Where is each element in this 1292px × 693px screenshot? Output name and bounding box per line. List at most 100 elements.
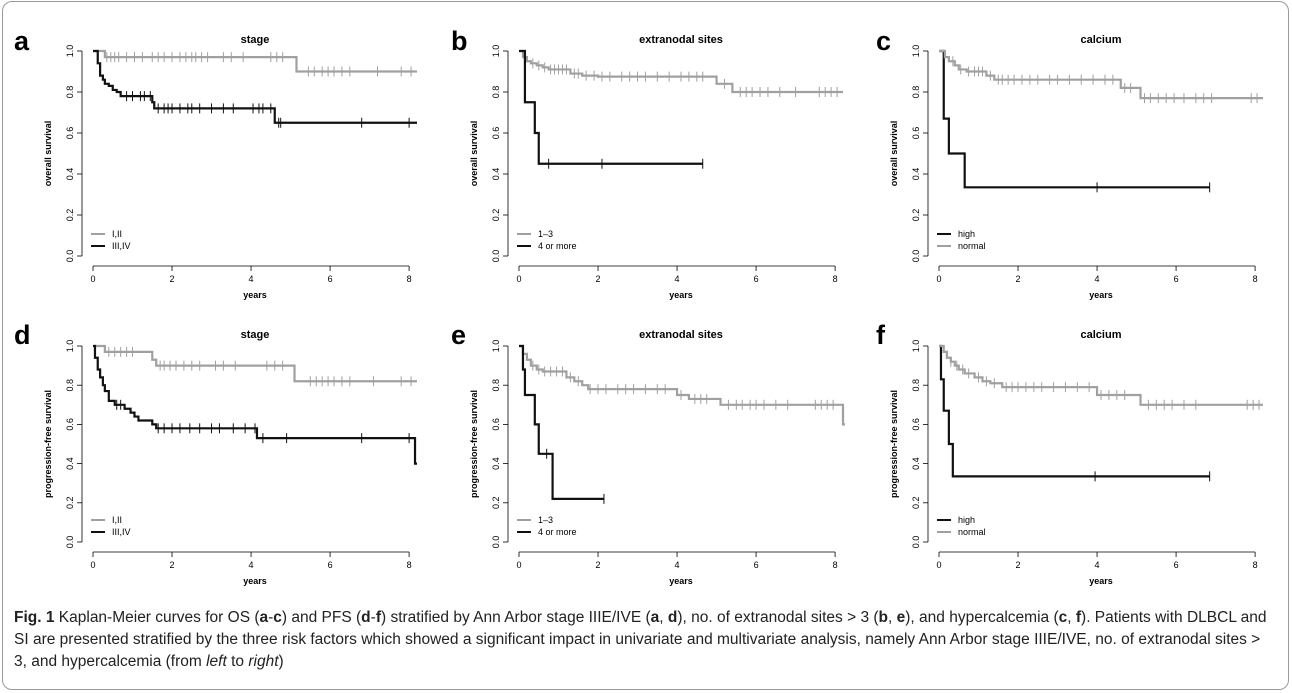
y-tick-label: 0.0	[911, 536, 921, 549]
y-tick-label: 0.0	[491, 250, 501, 263]
legend-label: 1–3	[538, 515, 553, 525]
legend-label: I,II	[112, 229, 122, 239]
series-black	[93, 49, 417, 128]
panel-f: f calcium 0.0 0.2 0.4 0.6 0.8 1.0 progression-fr…	[876, 320, 1263, 586]
y-axis: 0.0 0.2 0.4 0.6 0.8 1.0 progression-free survi…	[43, 340, 83, 548]
y-tick-label: 0.4	[491, 457, 501, 470]
x-axis-label: years	[669, 576, 693, 586]
y-axis: 0.0 0.2 0.4 0.6 0.8 1.0 progression-free survi…	[889, 340, 929, 549]
x-tick-label: 0	[936, 274, 941, 284]
survival-curve	[93, 344, 417, 465]
y-axis-label: progression-free survival	[469, 390, 479, 498]
x-axis-label: years	[243, 290, 267, 300]
y-tick-label: 0.6	[491, 127, 501, 140]
panel-c: c calcium 0.0 0.2 0.4 0.6 0.8 1.0 overall surviv…	[876, 26, 1263, 300]
panel-d: d stage 0.0 0.2 0.4 0.6 0.8 1.0 progression-free…	[14, 320, 417, 586]
x-axis-label: years	[243, 576, 267, 586]
y-axis: 0.0 0.2 0.4 0.6 0.8 1.0 overall survival	[43, 45, 83, 263]
y-tick-label: 0.4	[911, 168, 921, 181]
survival-curve	[93, 344, 417, 383]
survival-curve	[93, 49, 417, 73]
series-gray	[93, 344, 417, 387]
caption-panel-ref: c	[1058, 609, 1068, 626]
y-tick-label: 1.0	[491, 340, 501, 353]
x-axis: 0 2 4 6 8 years	[90, 265, 412, 300]
y-tick-label: 0.4	[65, 457, 75, 470]
panel-title: extranodal sites	[639, 329, 723, 341]
series-gray	[519, 344, 845, 426]
x-tick-label: 4	[675, 274, 680, 284]
caption-text: ,	[1067, 609, 1076, 626]
caption-panel-ref: b	[878, 609, 889, 626]
legend-label: normal	[958, 527, 986, 537]
y-tick-label: 0.8	[491, 86, 501, 99]
panel-letter: d	[14, 320, 31, 350]
legend-label: 4 or more	[538, 527, 577, 537]
legend: high normal	[937, 229, 986, 251]
caption-panel-ref: a	[650, 609, 660, 626]
caption-text: ). Patients with DLBCL and SI are presen…	[14, 609, 1267, 670]
panel-letter: e	[451, 320, 466, 350]
x-axis: 0 2 4 6 8 years	[516, 551, 838, 586]
y-tick-label: 0.2	[911, 209, 921, 222]
y-tick-label: 0.2	[911, 497, 921, 510]
panel-letter: c	[876, 26, 891, 56]
panel-letter: f	[876, 320, 886, 350]
x-tick-label: 2	[170, 560, 175, 570]
legend-label: III,IV	[112, 241, 131, 251]
legend: I,II III,IV	[91, 515, 131, 537]
series-black	[93, 344, 417, 465]
y-tick-label: 0.0	[491, 536, 501, 549]
y-tick-label: 0.8	[911, 86, 921, 99]
legend-label: normal	[958, 241, 986, 251]
y-tick-label: 0.6	[491, 418, 501, 431]
y-tick-label: 0.6	[911, 127, 921, 140]
y-tick-label: 1.0	[911, 45, 921, 58]
panel-title: calcium	[1081, 34, 1122, 46]
x-tick-label: 2	[596, 274, 601, 284]
series-black	[519, 344, 605, 504]
y-tick-label: 0.6	[911, 418, 921, 431]
caption-text: )	[278, 653, 284, 670]
x-tick-label: 8	[1253, 560, 1258, 570]
x-tick-label: 6	[1174, 560, 1179, 570]
survival-curve	[939, 49, 1210, 189]
legend-label: 1–3	[538, 229, 553, 239]
series-black	[939, 344, 1211, 482]
y-tick-label: 0.6	[65, 418, 75, 431]
caption-panel-ref: d	[361, 609, 371, 626]
x-tick-label: 6	[1174, 274, 1179, 284]
caption-text: right	[248, 653, 279, 670]
series-gray	[939, 49, 1263, 104]
y-tick-label: 0.0	[65, 250, 75, 263]
panel-title: stage	[241, 329, 270, 341]
panel-letter: a	[14, 26, 30, 56]
caption-text: ), no. of extranodal sites > 3 (	[677, 609, 879, 626]
survival-curve	[519, 344, 604, 500]
caption-text: -	[268, 609, 274, 626]
y-tick-label: 0.4	[491, 168, 501, 181]
caption-panel-ref: f	[375, 609, 381, 626]
y-tick-label: 0.8	[911, 379, 921, 392]
series-gray	[93, 49, 417, 77]
y-axis: 0.0 0.2 0.4 0.6 0.8 1.0 overall survival	[889, 45, 929, 262]
y-axis: 0.0 0.2 0.4 0.6 0.8 1.0 overall survival	[469, 45, 509, 263]
x-tick-label: 6	[754, 560, 759, 570]
legend-label: 4 or more	[538, 241, 577, 251]
caption-text: to	[226, 653, 249, 670]
x-tick-label: 0	[90, 560, 95, 570]
caption-text: Kaplan-Meier curves for OS (	[54, 609, 260, 626]
y-axis-label: overall survival	[43, 121, 53, 187]
caption-text: ), and hypercalcemia (	[905, 609, 1059, 626]
caption-text: ,	[659, 609, 668, 626]
x-tick-label: 8	[407, 560, 412, 570]
legend-label: high	[958, 515, 975, 525]
y-axis: 0.0 0.2 0.4 0.6 0.8 1.0 progression-free survi…	[469, 340, 509, 549]
survival-curve	[519, 49, 843, 94]
x-tick-label: 2	[170, 274, 175, 284]
x-tick-label: 4	[1095, 274, 1100, 284]
panel-letter: b	[451, 26, 468, 56]
series-black	[519, 49, 704, 169]
survival-curve	[939, 344, 1210, 478]
